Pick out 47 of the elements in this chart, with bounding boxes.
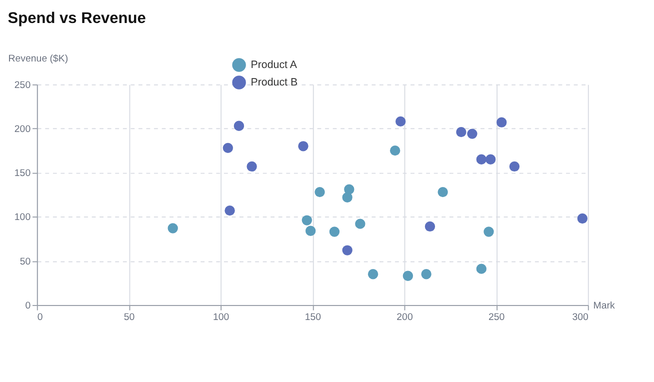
y-tick-label: 200: [14, 124, 32, 135]
point: [424, 221, 436, 232]
point: [314, 186, 325, 198]
point: [390, 145, 400, 156]
y-axis-title: Revenue ($K): [8, 54, 68, 65]
legend-label: Product A: [250, 58, 298, 71]
point: [484, 226, 494, 237]
point: [438, 186, 448, 198]
point: [577, 213, 588, 224]
legend-label: Product B: [250, 76, 298, 88]
point: [476, 154, 486, 164]
point: [168, 223, 178, 234]
point: [395, 116, 406, 127]
x-axis-title: Mark: [593, 300, 615, 312]
point: [246, 161, 257, 172]
x-tick-label: 100: [212, 312, 230, 324]
y-tick-label: 0: [25, 300, 32, 312]
x-tick-label: 300: [572, 312, 589, 324]
point: [302, 215, 312, 226]
y-tick-label: 250: [14, 80, 32, 91]
point: [234, 120, 244, 131]
point: [496, 117, 507, 128]
x-tick-label: 0: [37, 312, 44, 324]
y-tick-label: 100: [14, 212, 32, 224]
point: [421, 269, 432, 280]
point: [305, 226, 316, 236]
point: [476, 264, 486, 274]
point: [485, 154, 496, 164]
point: [509, 161, 520, 172]
x-tick-label: 150: [304, 312, 322, 324]
point: [456, 126, 466, 138]
x-tick-label: 250: [488, 312, 506, 324]
point: [342, 245, 352, 256]
point: [224, 205, 235, 216]
y-tick-label: 150: [14, 168, 32, 180]
point: [329, 226, 340, 237]
x-tick-label: 200: [396, 312, 414, 324]
chart-title: Spend vs Revenue: [8, 10, 146, 28]
y-tick-label: 50: [20, 256, 32, 268]
point: [298, 141, 308, 152]
point: [355, 218, 366, 229]
point: [402, 270, 414, 281]
point: [467, 128, 478, 139]
x-tick-label: 50: [124, 312, 136, 324]
point: [222, 142, 234, 154]
point: [368, 269, 378, 280]
point: [344, 184, 354, 194]
